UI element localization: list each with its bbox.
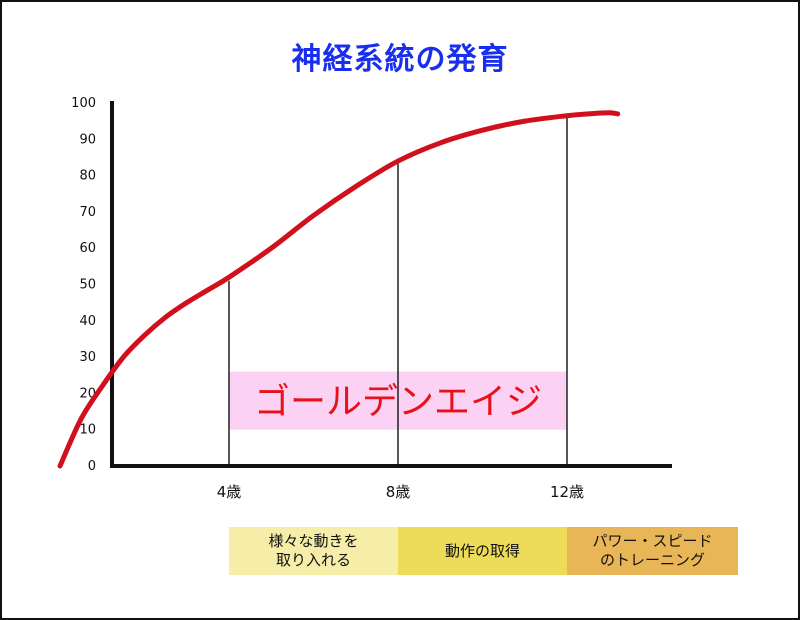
y-tick-label: 40 bbox=[79, 314, 96, 329]
y-tick-label: 10 bbox=[79, 423, 96, 438]
axes bbox=[110, 101, 672, 468]
stage-box-motion-acquisition: 動作の取得 bbox=[398, 527, 567, 575]
y-tick-label: 60 bbox=[79, 241, 96, 256]
x-tick-label: 8歳 bbox=[386, 483, 411, 501]
y-tick-label: 100 bbox=[71, 96, 96, 111]
x-tick-label: 12歳 bbox=[550, 483, 584, 501]
stage-label-line2: 取り入れる bbox=[275, 551, 351, 569]
stage-box-power-speed-training: パワー・スピード のトレーニング bbox=[567, 527, 738, 575]
y-tick-label: 90 bbox=[79, 132, 96, 147]
growth-curve-0 bbox=[57, 110, 621, 469]
y-tick-label: 0 bbox=[88, 459, 96, 474]
stage-box-various-movements: 様々な動きを 取り入れる bbox=[229, 527, 398, 575]
x-tick-label: 4歳 bbox=[217, 483, 242, 501]
y-tick-label: 70 bbox=[79, 205, 96, 220]
stage-label-line2: のトレーニング bbox=[599, 551, 705, 569]
y-tick-label: 50 bbox=[79, 278, 96, 293]
stage-label-line1: 様々な動きを bbox=[268, 532, 359, 550]
stage-label-line1: パワー・スピード bbox=[592, 532, 713, 550]
y-tick-label: 80 bbox=[79, 169, 96, 184]
growth-curve-group bbox=[57, 110, 621, 469]
chart-title: 神経系統の発育 bbox=[291, 42, 509, 77]
age-divider-lines bbox=[228, 117, 568, 466]
stage-label-line1: 動作の取得 bbox=[444, 541, 520, 560]
y-tick-label: 30 bbox=[79, 350, 96, 365]
x-tick-labels: 4歳 8歳 12歳 bbox=[217, 483, 584, 501]
